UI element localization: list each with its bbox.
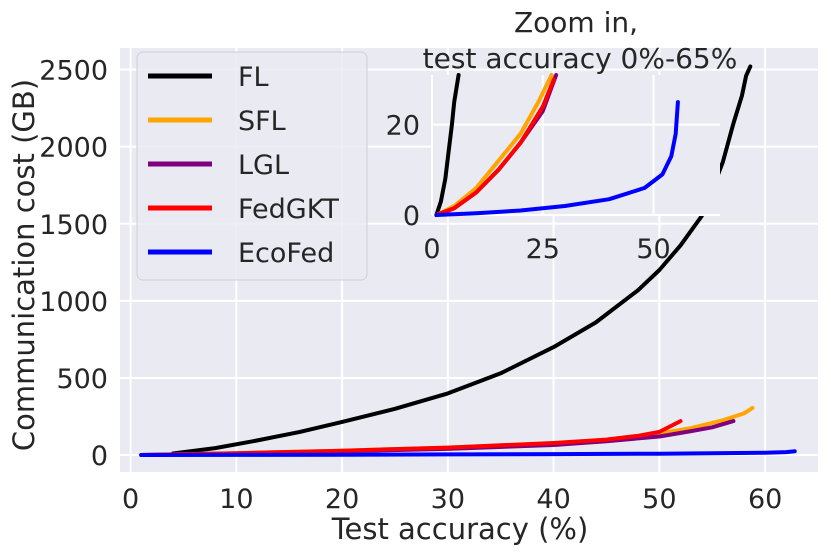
legend-label-ecofed: EcoFed bbox=[238, 238, 334, 269]
inset-y-tick-label-20: 20 bbox=[386, 111, 420, 142]
main-x-tick-labels: 0 10 20 30 40 50 60 bbox=[122, 484, 782, 515]
legend-label-lgl: LGL bbox=[238, 150, 289, 181]
legend-box bbox=[136, 51, 368, 281]
inset-grid bbox=[431, 75, 720, 216]
x-tick-label-40: 40 bbox=[536, 484, 570, 515]
x-axis-label: Test accuracy (%) bbox=[331, 512, 589, 546]
series-line-fl bbox=[170, 64, 753, 456]
x-tick-label-10: 10 bbox=[219, 484, 253, 515]
main-y-tick-labels: 0 500 1000 1500 2000 2500 bbox=[39, 56, 108, 472]
inset-series-lines bbox=[434, 73, 680, 217]
x-tick-label-20: 20 bbox=[325, 484, 359, 515]
x-tick-label-30: 30 bbox=[431, 484, 465, 515]
legend: FL SFL LGL FedGKT EcoFed bbox=[136, 51, 368, 281]
legend-label-fedgkt: FedGKT bbox=[238, 194, 339, 225]
inset-x-tick-label-50: 50 bbox=[636, 234, 670, 265]
inset-y-tick-label-0: 0 bbox=[403, 201, 420, 232]
inset-series-line-fl bbox=[434, 73, 461, 217]
inset-series-line-ecofed bbox=[434, 100, 680, 217]
inset-title-line-1: Zoom in, bbox=[514, 6, 638, 39]
y-tick-label-2500: 2500 bbox=[39, 56, 108, 87]
inset-x-tick-label-25: 25 bbox=[526, 234, 560, 265]
y-tick-label-2000: 2000 bbox=[39, 133, 108, 164]
inset-y-tick-labels: 0 20 bbox=[386, 111, 420, 232]
inset-title-line-2: test accuracy 0%-65% bbox=[423, 42, 738, 75]
x-tick-label-60: 60 bbox=[748, 484, 782, 515]
y-tick-label-1000: 1000 bbox=[39, 287, 108, 318]
x-tick-label-0: 0 bbox=[122, 484, 139, 515]
legend-label-fl: FL bbox=[238, 62, 269, 93]
main-series-lines bbox=[139, 64, 797, 457]
x-tick-label-50: 50 bbox=[642, 484, 676, 515]
inset-x-tick-label-0: 0 bbox=[423, 234, 440, 265]
inset-x-tick-labels: 0 25 50 bbox=[423, 234, 670, 265]
series-line-ecofed bbox=[139, 449, 797, 457]
y-tick-label-0: 0 bbox=[91, 441, 108, 472]
inset-series-line-fedgkt bbox=[434, 77, 556, 217]
y-tick-label-1500: 1500 bbox=[39, 210, 108, 241]
y-axis-label: Communication cost (GB) bbox=[7, 79, 41, 451]
legend-label-sfl: SFL bbox=[238, 106, 286, 137]
series-line-fedgkt bbox=[139, 419, 683, 457]
y-tick-label-500: 500 bbox=[56, 364, 108, 395]
